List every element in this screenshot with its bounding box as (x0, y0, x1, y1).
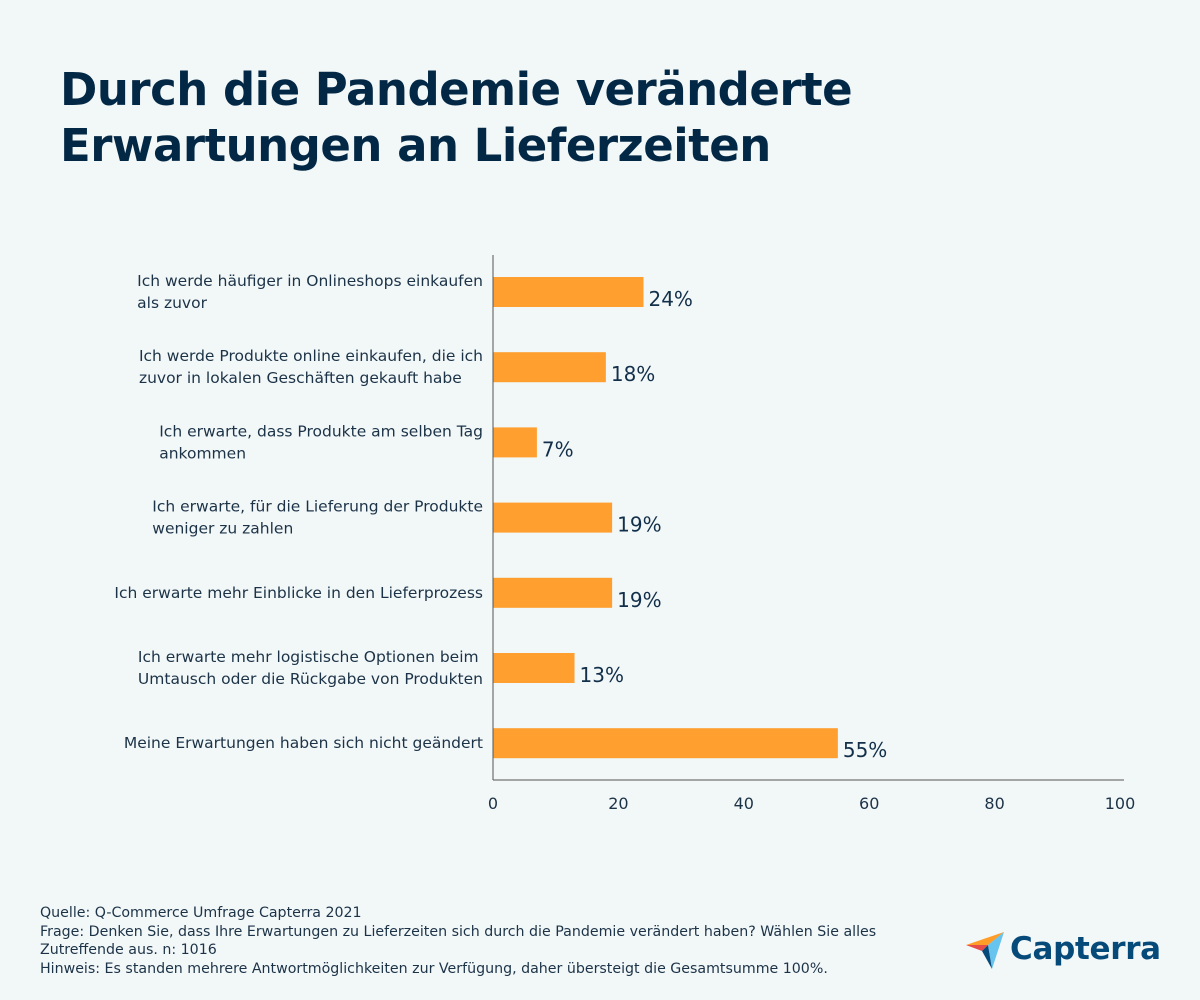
category-label: Ich erwarte, für die Lieferung der Produ… (152, 498, 483, 538)
chart-title-line-2: Erwartungen an Lieferzeiten (60, 119, 771, 172)
category-label-line: Ich erwarte, dass Produkte am selben Tag (159, 422, 483, 440)
value-label: 19% (617, 588, 661, 612)
source-note: Quelle: Q-Commerce Umfrage Capterra 2021 (40, 905, 362, 921)
logo-facet-lightblue (988, 932, 1004, 969)
category-label-line: Ich erwarte mehr Einblicke in den Liefer… (114, 584, 483, 602)
value-labels: 24% 18% 7% 19% 19% 13% 55% (542, 287, 887, 762)
value-label: 24% (648, 287, 692, 311)
bar (493, 277, 644, 307)
category-label: Ich werde häufiger in Onlineshops einkau… (137, 272, 483, 312)
category-label: Ich erwarte mehr Einblicke in den Liefer… (114, 584, 483, 602)
category-label-line: zuvor in lokalen Geschäften gekauft habe (139, 369, 462, 387)
category-labels: Ich werde häufiger in Onlineshops einkau… (114, 272, 483, 752)
x-tick-label: 100 (1105, 794, 1136, 813)
logo-facet-red (966, 945, 988, 951)
hint-note: Hinweis: Es standen mehrere Antwortmögli… (40, 960, 828, 977)
bar (493, 352, 606, 383)
capterra-logo: Capterra (966, 928, 1161, 970)
category-label: Ich erwarte mehr logistische Optionen be… (138, 648, 483, 688)
value-label: 18% (611, 362, 655, 386)
question-note-line-1: Frage: Denken Sie, dass Ihre Erwartungen… (40, 923, 877, 940)
x-axis-ticks: 0 20 40 60 80 100 (488, 794, 1135, 813)
question-note-line-2: Zutreffende aus. n: 1016 (40, 942, 217, 958)
value-label: 19% (617, 513, 661, 537)
category-label-line: ankommen (159, 444, 246, 462)
category-label: Meine Erwartungen haben sich nicht geänd… (124, 734, 483, 752)
category-label-line: weniger zu zahlen (152, 520, 293, 538)
footer-notes: Quelle: Q-Commerce Umfrage Capterra 2021… (40, 904, 940, 978)
category-label: Ich erwarte, dass Produkte am selben Tag… (159, 422, 483, 462)
x-tick-label: 40 (734, 794, 754, 813)
bar (493, 502, 613, 533)
category-label-line: Meine Erwartungen haben sich nicht geänd… (124, 734, 483, 752)
bar (493, 653, 575, 683)
value-label: 55% (843, 738, 887, 762)
logo-facet-orange (966, 932, 1004, 945)
bar (493, 728, 838, 759)
chart-title: Durch die Pandemie veränderte Erwartunge… (60, 62, 960, 174)
capterra-wordmark: Capterra (1010, 931, 1161, 967)
bar-chart: Ich werde häufiger in Onlineshops einkau… (114, 255, 1135, 813)
category-label-line: Ich werde häufiger in Onlineshops einkau… (137, 272, 483, 290)
capterra-arrow-icon (966, 932, 1004, 969)
value-label: 13% (580, 663, 624, 687)
x-tick-label: 80 (984, 794, 1004, 813)
bar (493, 427, 537, 458)
category-label: Ich werde Produkte online einkaufen, die… (139, 347, 483, 387)
category-label-line: Umtausch oder die Rückgabe von Produkten (138, 670, 483, 688)
x-tick-label: 20 (608, 794, 628, 813)
chart-title-line-1: Durch die Pandemie veränderte (60, 63, 853, 116)
category-label-line: als zuvor (137, 294, 207, 312)
logo-facet-darkblue (982, 945, 992, 969)
x-tick-label: 0 (488, 794, 498, 813)
bars-layer (493, 277, 838, 759)
x-tick-label: 60 (859, 794, 879, 813)
category-label-line: Ich erwarte, für die Lieferung der Produ… (152, 498, 483, 516)
bar (493, 577, 613, 608)
category-label-line: Ich werde Produkte online einkaufen, die… (139, 347, 483, 365)
value-label: 7% (542, 437, 574, 461)
category-label-line: Ich erwarte mehr logistische Optionen be… (138, 648, 479, 666)
